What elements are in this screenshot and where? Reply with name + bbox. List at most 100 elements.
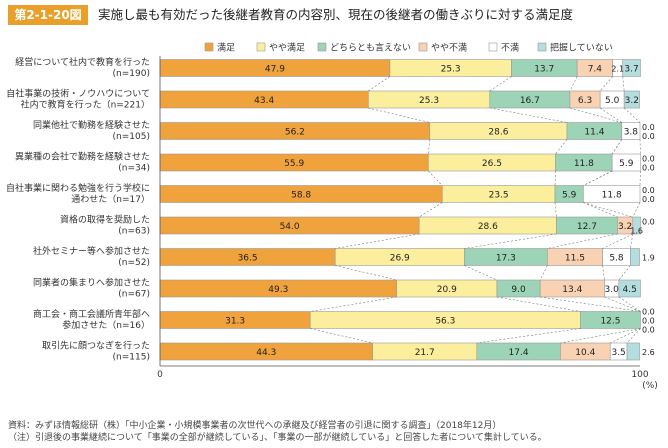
data-label: 1.6 <box>630 227 643 236</box>
footnote: （注）引退後の事業継続について「事業の全部が継続している」、「事業の一部が継続し… <box>8 433 547 443</box>
connector-line <box>583 170 613 186</box>
bar-segment <box>630 248 640 266</box>
connector-line <box>368 107 430 123</box>
bar-segment <box>580 311 641 329</box>
category-sublabel: (n=34) <box>118 164 150 174</box>
connector-line <box>560 328 641 344</box>
data-label: 0.0 <box>642 132 655 141</box>
data-label: 3.5 <box>611 348 625 358</box>
data-label: 28.6 <box>488 128 508 138</box>
connector-line <box>618 296 641 312</box>
data-label: 58.8 <box>291 191 311 201</box>
data-label: 0.0 <box>642 308 655 317</box>
category-label: 商工会・商工会議所青年部へ <box>33 308 150 320</box>
data-label: 25.3 <box>419 96 439 106</box>
connector-line <box>554 202 557 218</box>
data-label: 26.5 <box>482 159 502 169</box>
data-label: 17.4 <box>509 348 529 358</box>
connector-line <box>604 296 641 312</box>
connector-line <box>632 202 641 218</box>
connector-line <box>618 265 631 281</box>
data-label: 0.0 <box>642 326 655 335</box>
category-label: 自社事業の技術・ノウハウについて <box>6 88 150 100</box>
bar-segment <box>621 122 641 140</box>
data-label: 21.7 <box>415 348 435 358</box>
data-label: 12.7 <box>577 222 597 232</box>
x-tick-label: 0 <box>157 370 163 380</box>
legend-label: 満足 <box>217 43 235 54</box>
connector-line <box>539 265 548 281</box>
data-label: 5.0 <box>605 96 620 106</box>
bar-segment <box>622 59 641 77</box>
data-label: 16.7 <box>520 96 540 106</box>
connector-line <box>610 328 641 344</box>
legend-swatch <box>204 42 214 52</box>
category-sublabel: (n=67) <box>118 290 150 300</box>
data-label: 9.0 <box>511 285 526 295</box>
connector-line <box>569 107 622 123</box>
data-label: 0.0 <box>642 218 655 227</box>
source-note: 資料：みずほ情報総研（株）「中小企業・小規模事業者の次世代への承継及び経営者の引… <box>8 421 502 431</box>
connector-line <box>623 107 641 123</box>
data-label: 12.5 <box>600 317 620 327</box>
legend-swatch <box>488 42 498 52</box>
category-label: 同業者の集まりへ参加させた <box>33 277 150 289</box>
connector-line <box>599 76 613 92</box>
data-label: 56.3 <box>435 317 455 327</box>
connector-line <box>310 328 373 344</box>
data-label: 1.9 <box>642 254 655 263</box>
connector-line <box>630 233 634 249</box>
connector-line <box>464 265 498 281</box>
data-label: 26.9 <box>390 254 410 264</box>
x-axis-unit: (%) <box>642 381 658 391</box>
data-label: 56.2 <box>285 128 305 138</box>
legend-label: どちらとも言えない <box>330 42 411 54</box>
legend-label: 不満 <box>501 43 519 54</box>
category-label: 取引先に顔つなぎを行った <box>42 340 150 352</box>
connector-line <box>626 328 641 344</box>
connector-line <box>428 139 431 155</box>
data-label: 2.6 <box>642 348 655 357</box>
legend-swatch <box>418 42 428 52</box>
legend-swatch <box>317 42 327 52</box>
data-label: 5.9 <box>562 191 577 201</box>
category-sublabel: 参加させた（n=16） <box>62 319 150 331</box>
connector-line <box>419 202 443 218</box>
data-label: 31.3 <box>225 317 245 327</box>
connector-line <box>335 265 397 281</box>
data-label: 43.4 <box>254 96 274 106</box>
legend-swatch <box>256 42 266 52</box>
legend-label: やや満足 <box>269 43 305 54</box>
data-label: 3.2 <box>618 222 632 232</box>
data-label: 11.5 <box>565 254 585 264</box>
connector-line <box>464 233 557 249</box>
category-sublabel: 社内で教育を行った（n=221） <box>21 99 150 111</box>
data-label: 3.8 <box>624 128 639 138</box>
data-label: 49.3 <box>268 285 288 295</box>
data-label: 0.0 <box>642 164 655 173</box>
data-label: 23.5 <box>489 191 509 201</box>
legend-label: やや不満 <box>431 43 467 54</box>
connector-line <box>428 170 443 186</box>
connector-line <box>310 296 397 312</box>
connector-line <box>368 76 391 92</box>
connector-line <box>335 233 420 249</box>
category-label: 経営について社内で教育を行った <box>15 56 150 68</box>
data-label: 6.3 <box>578 96 592 106</box>
data-label: 0.0 <box>642 155 655 164</box>
connector-line <box>602 233 633 249</box>
category-sublabel: (n=52) <box>118 258 150 268</box>
connector-line <box>611 139 623 155</box>
data-label: 0.0 <box>642 195 655 204</box>
x-tick-label: 100 <box>631 370 648 380</box>
data-label: 11.8 <box>602 191 622 201</box>
data-label: 20.9 <box>437 285 457 295</box>
data-label: 0.0 <box>642 123 655 132</box>
connector-line <box>489 76 512 92</box>
data-label: 55.9 <box>284 159 304 169</box>
data-label: 2.1 <box>611 65 624 74</box>
bar-segment <box>626 342 640 361</box>
category-sublabel: (n=115) <box>113 353 150 363</box>
data-label: 3.0 <box>605 285 620 295</box>
